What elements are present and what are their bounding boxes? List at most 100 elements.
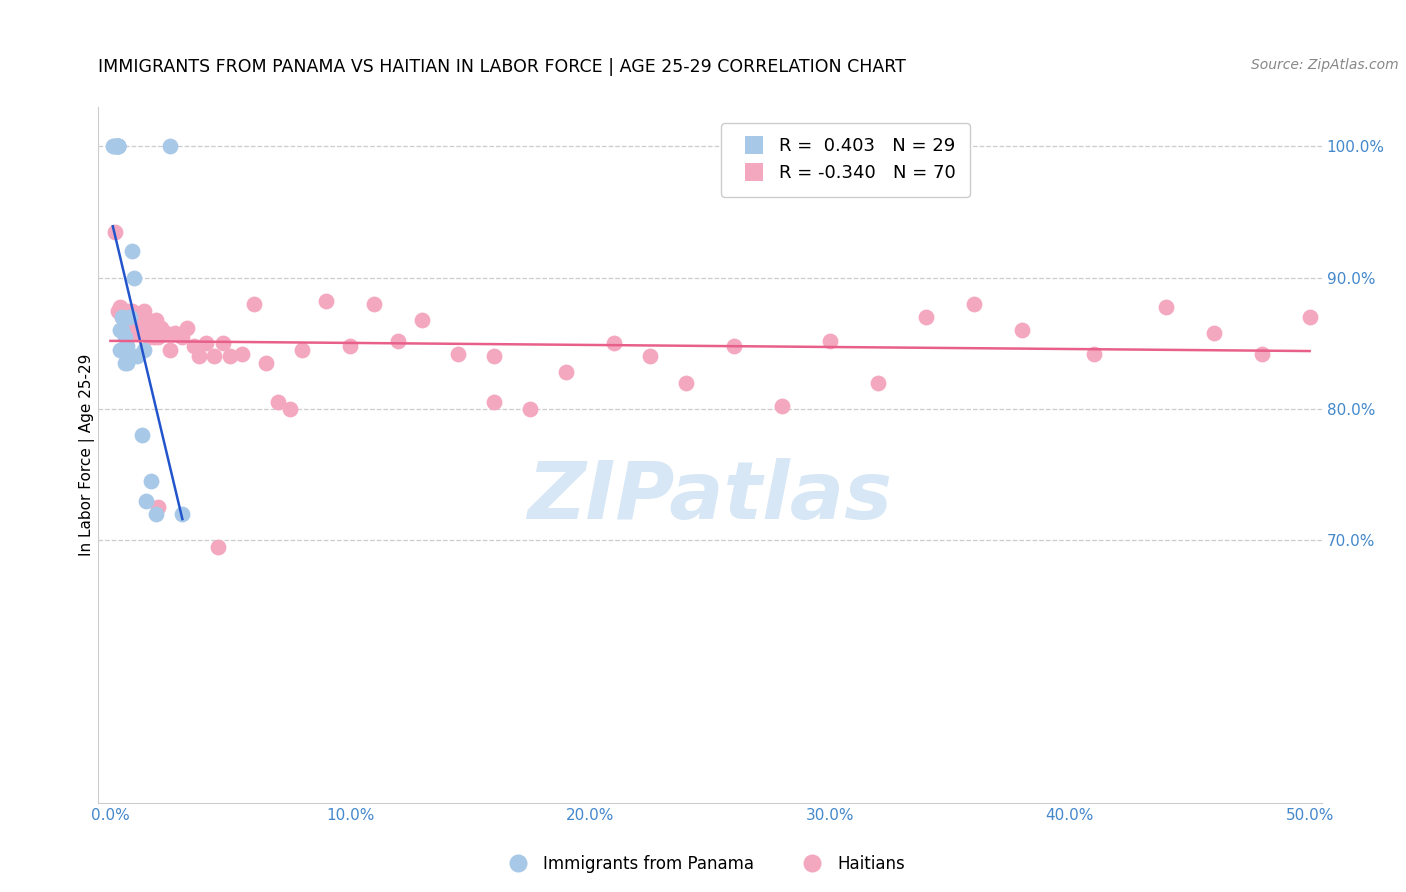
Point bbox=[107, 139, 129, 153]
Point bbox=[111, 310, 134, 324]
Point bbox=[132, 303, 155, 318]
Point bbox=[114, 330, 136, 344]
Point bbox=[115, 356, 138, 370]
Point bbox=[115, 323, 138, 337]
Point bbox=[482, 395, 505, 409]
Point bbox=[135, 494, 157, 508]
Point bbox=[1011, 323, 1033, 337]
Point bbox=[188, 350, 211, 364]
Point bbox=[603, 336, 626, 351]
Point bbox=[107, 139, 129, 153]
Point bbox=[159, 343, 181, 357]
Point bbox=[125, 350, 148, 364]
Point bbox=[363, 297, 385, 311]
Point bbox=[1298, 310, 1320, 324]
Point bbox=[278, 401, 301, 416]
Point bbox=[107, 139, 129, 153]
Point bbox=[315, 294, 337, 309]
Point bbox=[1202, 326, 1225, 340]
Point bbox=[104, 139, 127, 153]
Point bbox=[183, 339, 205, 353]
Point bbox=[118, 310, 141, 324]
Point bbox=[107, 139, 129, 153]
Point bbox=[243, 297, 266, 311]
Legend: R =  0.403   N = 29, R = -0.340   N = 70: R = 0.403 N = 29, R = -0.340 N = 70 bbox=[721, 123, 970, 197]
Point bbox=[121, 320, 143, 334]
Text: IMMIGRANTS FROM PANAMA VS HAITIAN IN LABOR FORCE | AGE 25-29 CORRELATION CHART: IMMIGRANTS FROM PANAMA VS HAITIAN IN LAB… bbox=[98, 58, 907, 76]
Point bbox=[121, 244, 143, 259]
Point bbox=[125, 312, 148, 326]
Point bbox=[111, 343, 134, 357]
Point bbox=[145, 507, 167, 521]
Point bbox=[104, 225, 127, 239]
Point bbox=[118, 326, 141, 340]
Point bbox=[387, 334, 409, 348]
Point bbox=[121, 303, 143, 318]
Point bbox=[114, 356, 136, 370]
Point bbox=[291, 343, 314, 357]
Point bbox=[1083, 347, 1105, 361]
Point bbox=[138, 317, 160, 331]
Point bbox=[104, 139, 127, 153]
Point bbox=[165, 326, 187, 340]
Point bbox=[141, 326, 163, 340]
Point bbox=[118, 310, 141, 324]
Point bbox=[101, 139, 124, 153]
Point bbox=[207, 540, 229, 554]
Point bbox=[267, 395, 290, 409]
Point bbox=[866, 376, 889, 390]
Point bbox=[638, 350, 661, 364]
Point bbox=[176, 320, 198, 334]
Point bbox=[818, 334, 841, 348]
Point bbox=[155, 326, 177, 340]
Text: Source: ZipAtlas.com: Source: ZipAtlas.com bbox=[1251, 58, 1399, 72]
Point bbox=[555, 365, 578, 379]
Point bbox=[114, 310, 136, 324]
Text: ZIPatlas: ZIPatlas bbox=[527, 458, 893, 536]
Point bbox=[108, 300, 131, 314]
Point bbox=[963, 297, 986, 311]
Point bbox=[131, 428, 153, 442]
Point bbox=[111, 310, 134, 324]
Point bbox=[149, 320, 172, 334]
Point bbox=[114, 343, 136, 357]
Point bbox=[519, 401, 541, 416]
Point bbox=[1154, 300, 1177, 314]
Point bbox=[141, 474, 163, 488]
Point bbox=[1250, 347, 1272, 361]
Point bbox=[195, 336, 218, 351]
Point bbox=[132, 343, 155, 357]
Point bbox=[212, 336, 235, 351]
Point bbox=[202, 350, 225, 364]
Point bbox=[254, 356, 277, 370]
Point bbox=[108, 343, 131, 357]
Point bbox=[159, 139, 181, 153]
Point bbox=[125, 326, 148, 340]
Point bbox=[124, 310, 146, 324]
Legend: Immigrants from Panama, Haitians: Immigrants from Panama, Haitians bbox=[495, 848, 911, 880]
Point bbox=[145, 312, 167, 326]
Point bbox=[339, 339, 361, 353]
Point bbox=[148, 500, 170, 515]
Point bbox=[108, 323, 131, 337]
Point bbox=[107, 139, 129, 153]
Point bbox=[723, 339, 745, 353]
Point bbox=[675, 376, 697, 390]
Y-axis label: In Labor Force | Age 25-29: In Labor Force | Age 25-29 bbox=[79, 354, 96, 556]
Point bbox=[148, 330, 170, 344]
Point bbox=[132, 320, 155, 334]
Point bbox=[107, 303, 129, 318]
Point bbox=[172, 507, 194, 521]
Point bbox=[124, 270, 146, 285]
Point bbox=[411, 312, 433, 326]
Point bbox=[138, 330, 160, 344]
Point bbox=[131, 326, 153, 340]
Point bbox=[128, 320, 150, 334]
Point bbox=[172, 330, 194, 344]
Point bbox=[482, 350, 505, 364]
Point bbox=[135, 320, 157, 334]
Point bbox=[142, 330, 165, 344]
Point bbox=[447, 347, 470, 361]
Point bbox=[111, 323, 134, 337]
Point bbox=[115, 339, 138, 353]
